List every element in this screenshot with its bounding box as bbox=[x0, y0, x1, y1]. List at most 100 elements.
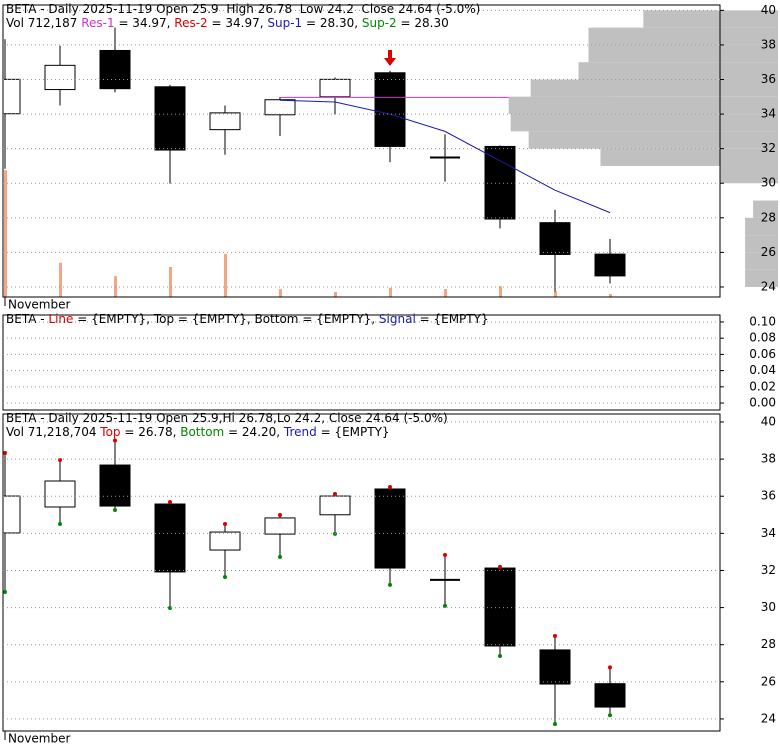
y-tick-label: 0.04 bbox=[749, 363, 776, 377]
candle-body bbox=[264, 517, 296, 535]
high-marker bbox=[223, 522, 227, 527]
volume-bar bbox=[169, 266, 172, 297]
panel-frame bbox=[2, 314, 721, 411]
volume-bar bbox=[334, 291, 337, 297]
y-tick-label: 32 bbox=[761, 563, 776, 577]
low-marker bbox=[3, 589, 7, 594]
volume-profile-bar bbox=[528, 131, 778, 149]
candle-body bbox=[3, 495, 21, 534]
y-tick-label: 40 bbox=[761, 414, 776, 428]
title-segment: = {EMPTY} bbox=[317, 425, 390, 439]
y-tick-label: 34 bbox=[761, 107, 776, 121]
high-marker bbox=[333, 491, 337, 496]
y-tick-label: 0.00 bbox=[749, 396, 776, 410]
title-segment: = 26.78, bbox=[121, 425, 181, 439]
volume-profile-bar bbox=[643, 10, 778, 28]
volume-profile-bar bbox=[588, 27, 778, 45]
high-marker bbox=[3, 450, 7, 455]
title-segment: Bottom bbox=[180, 425, 224, 439]
title-segment: = {EMPTY} bbox=[416, 312, 489, 326]
low-marker bbox=[388, 582, 392, 587]
y-tick-label: 32 bbox=[761, 141, 776, 155]
title-segment: = 28.30, bbox=[302, 16, 362, 30]
y-tick-label: 26 bbox=[761, 674, 776, 688]
y-tick-label: 0.10 bbox=[749, 314, 776, 328]
volume-profile-bar bbox=[588, 44, 778, 63]
panel-title: BETA - Line = {EMPTY}, Top = {EMPTY}, Bo… bbox=[6, 312, 489, 326]
candle-body bbox=[99, 464, 131, 507]
panel-title: BETA - Daily 2025-11-19 Open 25.9,Hi 26.… bbox=[6, 411, 448, 425]
volume-profile-bar bbox=[530, 79, 778, 97]
candle-body bbox=[209, 112, 241, 131]
candle-body bbox=[319, 78, 351, 98]
signal-arrow bbox=[384, 50, 396, 66]
x-tick-label: November bbox=[8, 732, 70, 745]
title-segment: Trend bbox=[283, 425, 317, 439]
title-segment: Line bbox=[48, 312, 73, 326]
y-tick-label: 34 bbox=[761, 526, 776, 540]
high-marker bbox=[498, 564, 502, 569]
high-marker bbox=[443, 553, 447, 558]
y-tick-label: 38 bbox=[761, 452, 776, 466]
volume-bar bbox=[389, 287, 392, 297]
y-tick-label: 0.08 bbox=[749, 331, 776, 345]
low-marker bbox=[333, 531, 337, 536]
candle-body bbox=[154, 86, 186, 151]
plot-area bbox=[3, 438, 626, 726]
high-marker bbox=[388, 484, 392, 489]
title-segment: Sup-2 bbox=[362, 16, 397, 30]
title-segment: Vol 712,187 bbox=[6, 16, 81, 30]
candle-body bbox=[374, 72, 406, 147]
volume-bar bbox=[444, 289, 447, 297]
low-marker bbox=[113, 507, 117, 512]
low-marker bbox=[223, 574, 227, 579]
title-segment: BETA - Daily 2025-11-19 Open 25.9 High 2… bbox=[6, 2, 480, 16]
y-tick-label: 38 bbox=[761, 37, 776, 51]
y-tick-label: 36 bbox=[761, 72, 776, 86]
volume-profile-bar bbox=[720, 165, 778, 184]
y-tick-label: 30 bbox=[761, 176, 776, 190]
y-tick-label: 28 bbox=[761, 210, 776, 224]
volume-bar bbox=[279, 289, 282, 297]
volume-profile-bar bbox=[745, 269, 778, 287]
y-tick-label: 26 bbox=[761, 245, 776, 259]
low-marker bbox=[443, 603, 447, 608]
high-marker bbox=[168, 499, 172, 504]
low-marker bbox=[168, 605, 172, 610]
indicator-line bbox=[279, 99, 611, 214]
candle-body bbox=[484, 567, 516, 647]
y-tick-label: 24 bbox=[761, 279, 776, 293]
candle-body bbox=[44, 480, 76, 508]
volume-profile-bar bbox=[508, 96, 778, 115]
candle-body bbox=[374, 488, 406, 569]
high-marker bbox=[113, 438, 117, 443]
title-segment: = 34.97, bbox=[208, 16, 268, 30]
volume-profile-bar bbox=[745, 252, 778, 270]
title-segment: Vol 71,218,704 bbox=[6, 425, 100, 439]
candle-body bbox=[99, 49, 131, 90]
volume-profile-bar bbox=[578, 62, 778, 80]
title-segment: = 34.97, bbox=[115, 16, 175, 30]
candle-body bbox=[594, 253, 626, 277]
y-tick-label: 40 bbox=[761, 3, 776, 17]
title-segment: Res-2 bbox=[174, 16, 207, 30]
volume-bar bbox=[554, 291, 557, 297]
y-tick-label: 36 bbox=[761, 489, 776, 503]
low-marker bbox=[58, 522, 62, 527]
panel-title: Vol 712,187 Res-1 = 34.97, Res-2 = 34.97… bbox=[6, 16, 449, 30]
low-marker bbox=[498, 654, 502, 659]
volume-profile-bar bbox=[510, 114, 778, 132]
high-marker bbox=[553, 633, 557, 638]
volume-bar bbox=[609, 294, 612, 297]
volume-bar bbox=[499, 286, 502, 297]
candle-body bbox=[484, 145, 516, 220]
plot-area bbox=[3, 27, 626, 297]
y-tick-label: 28 bbox=[761, 637, 776, 651]
title-segment: Res-1 bbox=[81, 16, 114, 30]
y-tick-label: 0.06 bbox=[749, 347, 776, 361]
title-segment: BETA - Daily 2025-11-19 Open 25.9,Hi 26.… bbox=[6, 411, 448, 425]
volume-profile-bar bbox=[600, 148, 778, 166]
title-segment: Signal bbox=[379, 312, 416, 326]
title-segment: = 24.20, bbox=[224, 425, 284, 439]
